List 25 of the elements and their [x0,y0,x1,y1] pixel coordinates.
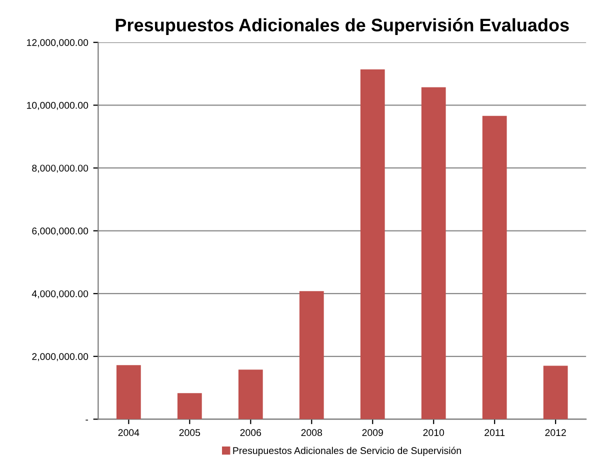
x-tick-label: 2008 [301,429,322,436]
legend-label: Presupuestos Adicionales de Servicio de Supervisión [233,446,461,456]
y-tick-label: 2,000,000.00 [32,353,88,362]
x-tick-label: 2009 [362,429,383,436]
x-tick-label: 2011 [484,429,505,436]
bar [238,370,263,420]
bar [482,116,507,420]
bar [421,87,446,420]
y-tick-label: 4,000,000.00 [32,290,88,298]
chart-title: Presupuestos Adicionales de Supervisión Evaluados [116,18,569,36]
y-tick-label: 6,000,000.00 [32,228,88,236]
x-tick-label: 2012 [545,429,566,436]
bar [177,393,202,420]
y-tick-label: - [86,420,88,421]
y-tick-label: 8,000,000.00 [32,164,88,173]
bar [543,366,568,420]
x-tick-label: 2005 [179,429,200,436]
x-tick-label: 2006 [240,429,262,436]
x-tick-label: 2010 [423,429,444,436]
bar [299,291,324,420]
x-tick-label: 2004 [118,429,140,436]
y-tick-label: 12,000,000.00 [27,39,88,48]
bar [116,365,141,420]
bar [360,69,385,420]
y-tick-label: 10,000,000.00 [27,102,88,110]
